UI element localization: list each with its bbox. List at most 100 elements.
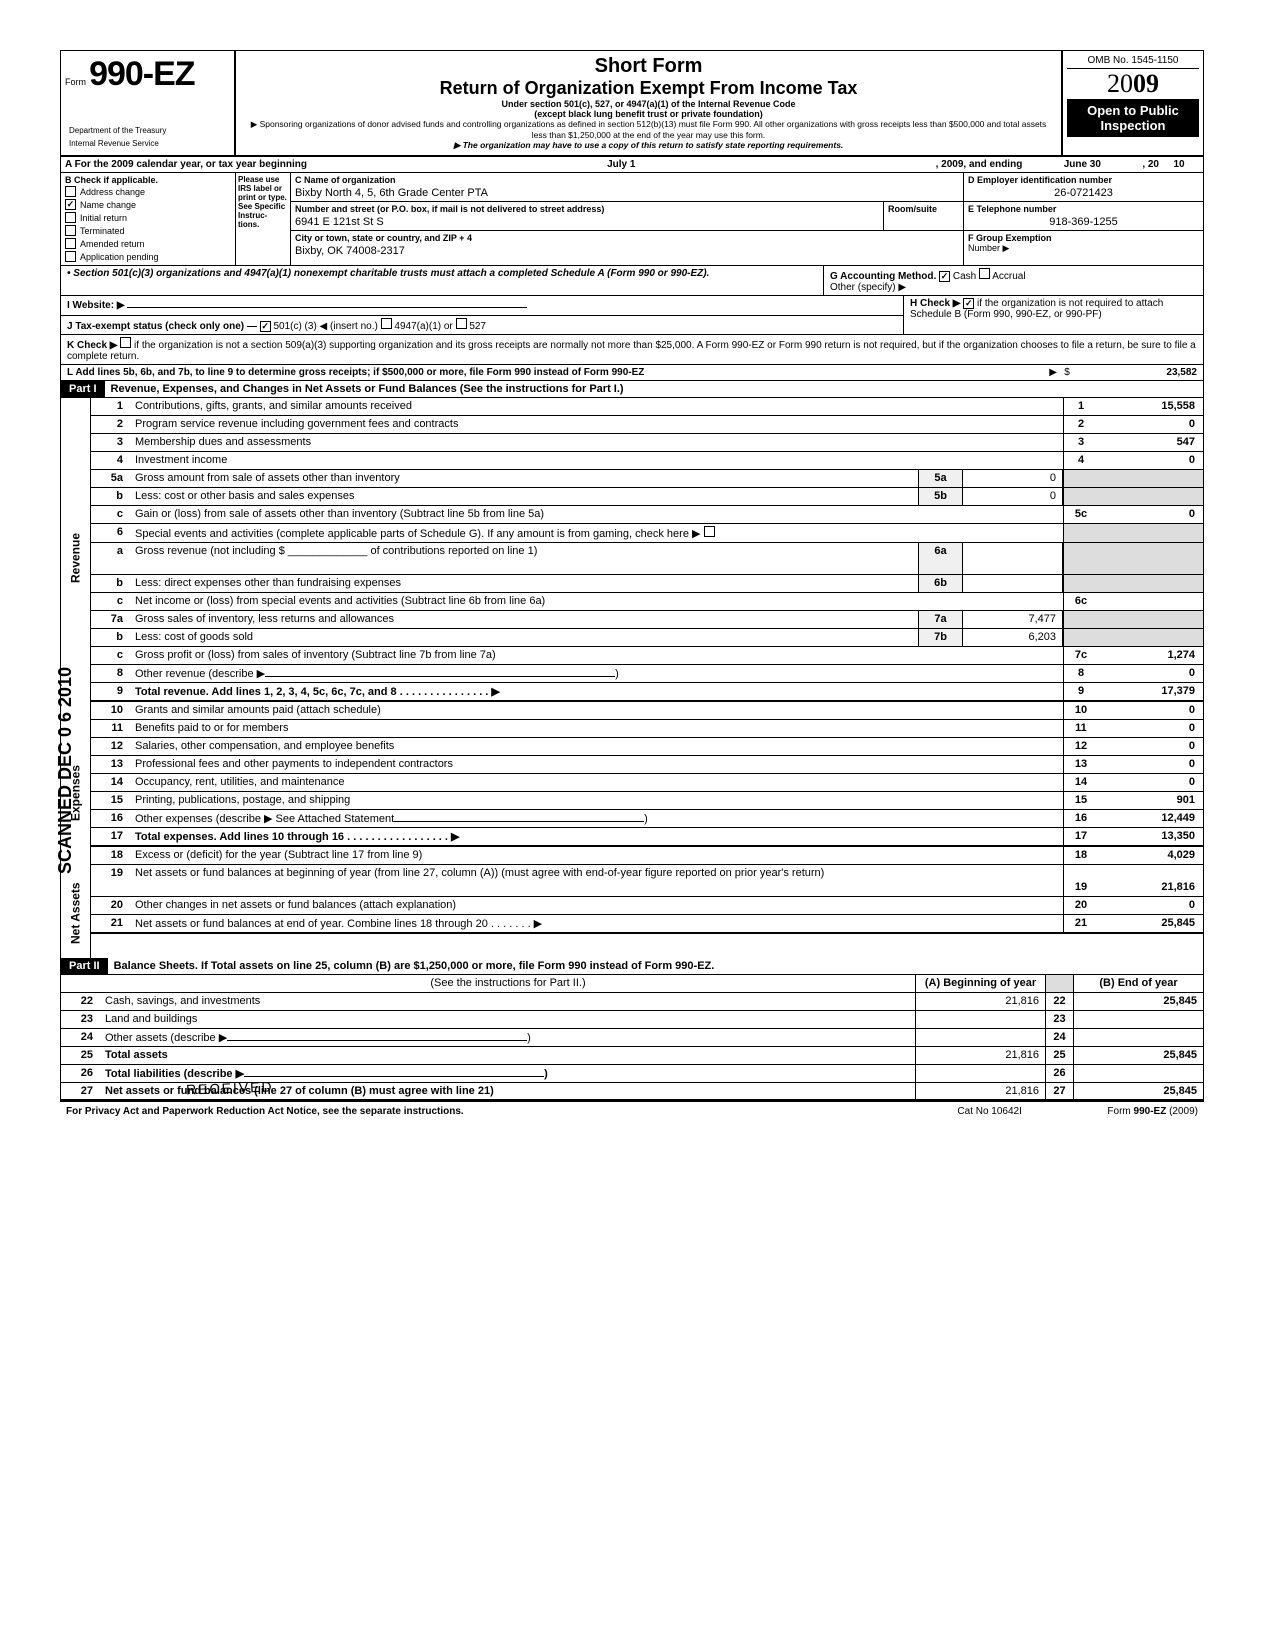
ln11-rn: 11 xyxy=(1063,720,1098,737)
i-website-label: I Website: ▶ xyxy=(67,300,125,311)
ln21-val: 25,845 xyxy=(1098,915,1203,932)
ln6-val xyxy=(1098,524,1203,542)
ln1-val: 15,558 xyxy=(1098,398,1203,415)
chk-accrual[interactable] xyxy=(979,268,990,279)
chk-cash[interactable]: ✓ xyxy=(939,271,950,282)
footer-right: Form 990-EZ (2009) xyxy=(1107,1106,1198,1117)
ln27-b: 25,845 xyxy=(1073,1083,1203,1099)
ln23-a xyxy=(915,1011,1045,1028)
f-grp-number: Number ▶ xyxy=(968,243,1199,254)
l-arrow: ▶ xyxy=(1049,367,1057,378)
ln12-text: Salaries, other compensation, and employ… xyxy=(131,738,1063,755)
ln6a-num: a xyxy=(91,543,131,574)
ln7b-sn: 7b xyxy=(918,629,963,646)
ln7c-text: Gross profit or (loss) from sales of inv… xyxy=(131,647,1063,664)
ln6b-sn: 6b xyxy=(918,575,963,592)
ln6c-num: c xyxy=(91,593,131,610)
ln21-num: 21 xyxy=(91,915,131,932)
g-other: Other (specify) ▶ xyxy=(830,282,1197,293)
lbl-amended: Amended return xyxy=(80,239,145,249)
ln20-text: Other changes in net assets or fund bala… xyxy=(131,897,1063,914)
ln8-rn: 8 xyxy=(1063,665,1098,682)
ln27-num: 27 xyxy=(61,1083,101,1099)
ln25-text: Total assets xyxy=(101,1047,915,1064)
chk-app-pending[interactable] xyxy=(65,251,76,262)
ln9-text: Total revenue. Add lines 1, 2, 3, 4, 5c,… xyxy=(131,683,1063,700)
title-short-form: Short Form xyxy=(244,55,1053,78)
ln24-num: 24 xyxy=(61,1029,101,1046)
ln19-val: 21,816 xyxy=(1098,865,1203,896)
open-public-1: Open to Public xyxy=(1069,103,1197,118)
g-label: G Accounting Method. xyxy=(830,271,936,282)
h-label: H Check ▶ xyxy=(910,298,960,309)
chk-501c[interactable]: ✓ xyxy=(260,321,271,332)
ln2-rn: 2 xyxy=(1063,416,1098,433)
ln7c-num: c xyxy=(91,647,131,664)
ln9-rn: 9 xyxy=(1063,683,1098,700)
ln5b-num: b xyxy=(91,488,131,505)
ln23-rn: 23 xyxy=(1045,1011,1073,1028)
ln25-b: 25,845 xyxy=(1073,1047,1203,1064)
tel-value: 918-369-1255 xyxy=(968,214,1199,228)
ln14-val: 0 xyxy=(1098,774,1203,791)
ln24-rn: 24 xyxy=(1045,1029,1073,1046)
ln10-rn: 10 xyxy=(1063,702,1098,719)
ln14-num: 14 xyxy=(91,774,131,791)
lbl-terminated: Terminated xyxy=(80,226,125,236)
j-4947: 4947(a)(1) or xyxy=(394,321,452,332)
lbl-address-change: Address change xyxy=(80,187,145,197)
chk-k[interactable] xyxy=(120,337,131,348)
ln7b-sv: 6,203 xyxy=(963,629,1063,646)
ln23-num: 23 xyxy=(61,1011,101,1028)
chk-terminated[interactable] xyxy=(65,225,76,236)
ln20-val: 0 xyxy=(1098,897,1203,914)
c-name-label: C Name of organization xyxy=(295,175,959,185)
ln4-text: Investment income xyxy=(131,452,1063,469)
ln7a-text: Gross sales of inventory, less returns a… xyxy=(131,611,918,628)
ln10-val: 0 xyxy=(1098,702,1203,719)
p2-hn xyxy=(1045,975,1073,992)
ln22-num: 22 xyxy=(61,993,101,1010)
ln16-num: 16 xyxy=(91,810,131,827)
row-a-label: A For the 2009 calendar year, or tax yea… xyxy=(65,159,307,170)
ln17-text: Total expenses. Add lines 10 through 16 … xyxy=(131,828,1063,845)
ln6-rn xyxy=(1063,524,1098,542)
ln6a-rn xyxy=(1063,543,1098,574)
ln12-num: 12 xyxy=(91,738,131,755)
ln6c-rn: 6c xyxy=(1063,593,1098,610)
ln18-text: Excess or (deficit) for the year (Subtra… xyxy=(131,847,1063,864)
ln18-num: 18 xyxy=(91,847,131,864)
ln5c-rn: 5c xyxy=(1063,506,1098,523)
ln11-num: 11 xyxy=(91,720,131,737)
ln14-rn: 14 xyxy=(1063,774,1098,791)
ln26-rn: 26 xyxy=(1045,1065,1073,1082)
ln1-rn: 1 xyxy=(1063,398,1098,415)
ln10-text: Grants and similar amounts paid (attach … xyxy=(131,702,1063,719)
chk-initial-return[interactable] xyxy=(65,212,76,223)
ln13-rn: 13 xyxy=(1063,756,1098,773)
ln6-num: 6 xyxy=(91,524,131,542)
org-address: 6941 E 121st St S xyxy=(295,214,879,228)
ln8-text: Other revenue (describe ▶) xyxy=(131,665,1063,682)
ln5b-val xyxy=(1098,488,1203,505)
footer-left: For Privacy Act and Paperwork Reduction … xyxy=(66,1106,957,1117)
please-label: Please use IRS label or print or type. S… xyxy=(236,173,291,265)
chk-name-change[interactable]: ✓ xyxy=(65,199,76,210)
lbl-app-pending: Application pending xyxy=(80,252,159,262)
part1-label: Part I xyxy=(61,381,105,397)
chk-amended[interactable] xyxy=(65,238,76,249)
ln6b-rn xyxy=(1063,575,1098,592)
revenue-side-label: Revenue xyxy=(61,398,91,718)
ln12-val: 0 xyxy=(1098,738,1203,755)
chk-gaming[interactable] xyxy=(704,526,715,537)
ln3-val: 547 xyxy=(1098,434,1203,451)
ln22-a: 21,816 xyxy=(915,993,1045,1010)
year-prefix: 20 xyxy=(1107,69,1133,98)
chk-address-change[interactable] xyxy=(65,186,76,197)
l-value: 23,582 xyxy=(1077,367,1197,378)
chk-527[interactable] xyxy=(456,318,467,329)
chk-4947[interactable] xyxy=(381,318,392,329)
ln3-num: 3 xyxy=(91,434,131,451)
ln13-val: 0 xyxy=(1098,756,1203,773)
chk-h[interactable]: ✓ xyxy=(963,298,974,309)
